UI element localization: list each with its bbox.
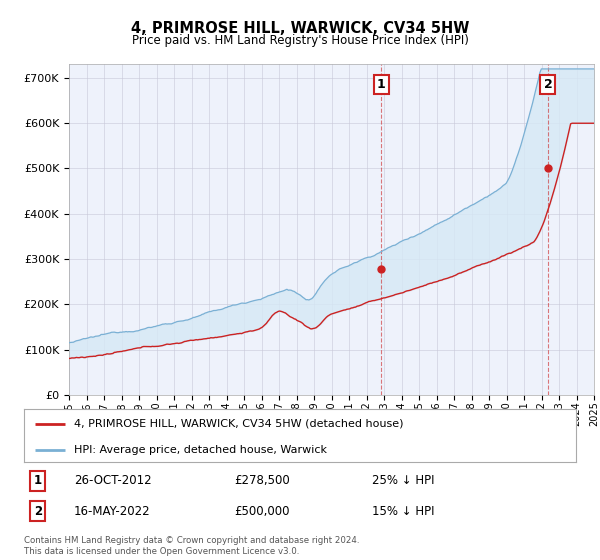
Text: Contains HM Land Registry data © Crown copyright and database right 2024.
This d: Contains HM Land Registry data © Crown c… xyxy=(24,536,359,556)
Text: 16-MAY-2022: 16-MAY-2022 xyxy=(74,505,151,517)
Text: £278,500: £278,500 xyxy=(234,474,290,487)
Text: 2: 2 xyxy=(544,78,553,91)
Text: 4, PRIMROSE HILL, WARWICK, CV34 5HW (detached house): 4, PRIMROSE HILL, WARWICK, CV34 5HW (det… xyxy=(74,419,403,429)
Text: Price paid vs. HM Land Registry's House Price Index (HPI): Price paid vs. HM Land Registry's House … xyxy=(131,34,469,46)
Text: £500,000: £500,000 xyxy=(234,505,289,517)
Text: 4, PRIMROSE HILL, WARWICK, CV34 5HW: 4, PRIMROSE HILL, WARWICK, CV34 5HW xyxy=(131,21,469,36)
Text: 1: 1 xyxy=(34,474,42,487)
Text: HPI: Average price, detached house, Warwick: HPI: Average price, detached house, Warw… xyxy=(74,445,326,455)
Text: 26-OCT-2012: 26-OCT-2012 xyxy=(74,474,151,487)
Text: 25% ↓ HPI: 25% ↓ HPI xyxy=(372,474,434,487)
Text: 2: 2 xyxy=(34,505,42,517)
Text: 1: 1 xyxy=(377,78,385,91)
Text: 15% ↓ HPI: 15% ↓ HPI xyxy=(372,505,434,517)
